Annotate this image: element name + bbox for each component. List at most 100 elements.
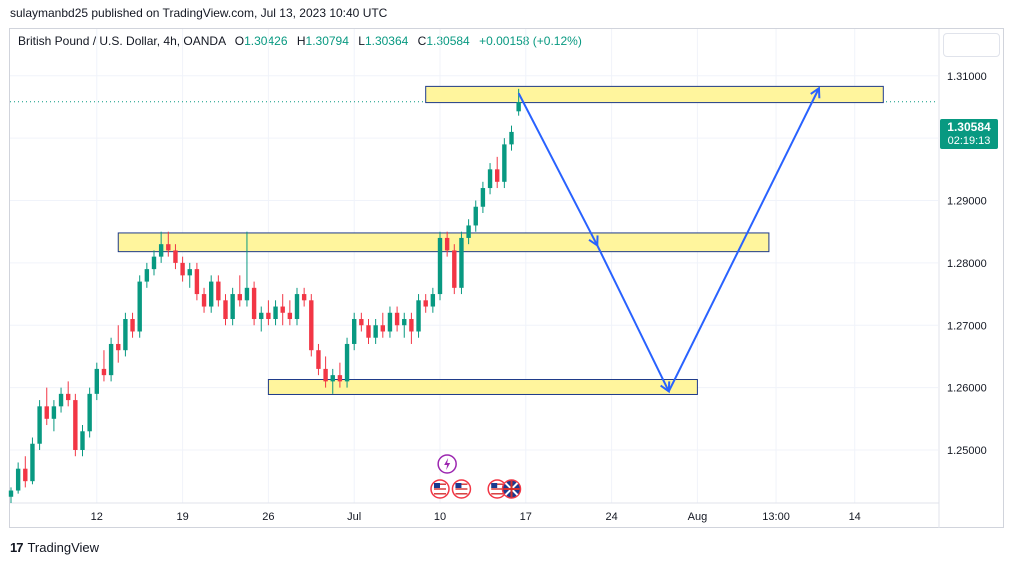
candle-body xyxy=(359,319,364,326)
candle-body xyxy=(187,269,192,276)
candle-body xyxy=(344,343,350,382)
candle-body xyxy=(466,225,471,238)
candle-body xyxy=(366,325,371,338)
x-tick-label: 14 xyxy=(849,511,861,523)
x-tick-label: 26 xyxy=(262,511,274,523)
chart-grid xyxy=(10,29,940,528)
projection-arrow xyxy=(667,87,820,392)
close-label: C xyxy=(417,34,427,48)
support-resistance-zone xyxy=(267,379,698,395)
candle-body xyxy=(137,281,142,332)
candles-layer xyxy=(8,88,521,503)
high-label: H xyxy=(296,34,306,48)
candle-body xyxy=(251,287,257,320)
projection-arrow xyxy=(596,244,670,392)
candle-body xyxy=(273,306,278,320)
candle-body xyxy=(294,294,300,320)
candle-body xyxy=(180,262,185,276)
candle-body xyxy=(430,294,436,307)
candle-body xyxy=(230,294,235,320)
candle-body xyxy=(480,188,486,207)
open-value: 1.30426 xyxy=(244,34,288,48)
y-tick-label: 1.31000 xyxy=(947,71,987,83)
candle-body xyxy=(516,101,521,112)
high-value: 1.30794 xyxy=(305,34,349,48)
x-tick-label: 13:00 xyxy=(762,511,790,523)
candle-body xyxy=(380,325,385,332)
candle-body xyxy=(44,406,49,419)
low-value: 1.30364 xyxy=(364,34,409,48)
candle-body xyxy=(144,269,150,282)
candle-body xyxy=(352,319,357,344)
bar-countdown: 02:19:13 xyxy=(947,135,991,147)
candle-body xyxy=(73,400,78,450)
candle-body xyxy=(495,169,500,182)
chart-frame xyxy=(9,28,1004,528)
y-tick-label: 1.25000 xyxy=(947,445,987,457)
us-flag-canton xyxy=(455,483,462,488)
candle-body xyxy=(8,490,14,497)
candle-body xyxy=(66,393,71,401)
y-tick-label: 1.29000 xyxy=(947,196,987,208)
candle-body xyxy=(216,281,221,301)
x-tick-label: 24 xyxy=(605,511,617,523)
candle-body xyxy=(323,368,328,382)
candle-body xyxy=(394,312,400,326)
candle-body xyxy=(502,144,507,182)
candle-body xyxy=(423,300,428,307)
candle-body xyxy=(259,312,264,320)
footer: 17 TradingView xyxy=(10,540,99,555)
candle-body xyxy=(301,294,307,301)
y-tick-label: 1.28000 xyxy=(947,258,987,270)
candle-body xyxy=(15,468,21,491)
price-scale-settings-box[interactable] xyxy=(943,33,1000,57)
symbol-label[interactable]: British Pound / U.S. Dollar, 4h, OANDA xyxy=(18,34,226,48)
arrows-layer xyxy=(517,86,821,394)
candle-body xyxy=(473,206,478,226)
last-price-value: 1.30584 xyxy=(947,120,991,134)
candle-body xyxy=(108,343,114,376)
candle-body xyxy=(194,269,200,295)
candle-body xyxy=(402,319,407,326)
candle-body xyxy=(330,375,335,382)
candle-body xyxy=(437,237,443,295)
chart-legend: British Pound / U.S. Dollar, 4h, OANDA O… xyxy=(18,34,582,48)
candle-body xyxy=(387,312,393,332)
publisher-line: sulaymanbd25 published on TradingView.co… xyxy=(10,6,388,20)
candle-body xyxy=(80,431,85,450)
lightning-icon-glyph xyxy=(444,458,451,470)
y-tick-label: 1.26000 xyxy=(947,383,987,395)
zone-layer xyxy=(117,85,884,395)
projection-arrow xyxy=(517,92,599,246)
candle-body xyxy=(151,256,157,270)
candle-body xyxy=(280,306,285,313)
candle-body xyxy=(23,468,28,482)
candle-body xyxy=(459,237,464,288)
candle-body xyxy=(416,300,421,332)
low-label: L xyxy=(358,34,365,48)
candle-body xyxy=(444,237,450,251)
x-tick-label: 12 xyxy=(91,511,103,523)
candle-body xyxy=(94,368,99,394)
candle-body xyxy=(158,244,164,257)
open-label: O xyxy=(234,34,245,48)
x-tick-label: Aug xyxy=(688,511,708,523)
candle-body xyxy=(487,169,493,189)
candle-body xyxy=(130,319,135,332)
x-tick-label: 10 xyxy=(434,511,446,523)
candle-body xyxy=(452,250,457,288)
x-axis: 12 19 26 Jul 10 17 24 Aug 13:00 14 xyxy=(91,511,861,523)
candle-body xyxy=(266,312,271,320)
candle-body xyxy=(237,294,242,301)
us-flag-canton xyxy=(434,483,440,488)
last-price-tag: 1.30584 02:19:13 xyxy=(940,119,998,149)
tradingview-logo-icon: 17 xyxy=(10,540,24,555)
candle-body xyxy=(309,300,314,351)
footer-brand[interactable]: TradingView xyxy=(27,540,100,555)
candle-body xyxy=(37,406,42,444)
candle-body xyxy=(223,300,228,320)
candle-body xyxy=(316,350,321,369)
candle-body xyxy=(58,393,64,407)
close-value: 1.30584 xyxy=(426,34,470,48)
